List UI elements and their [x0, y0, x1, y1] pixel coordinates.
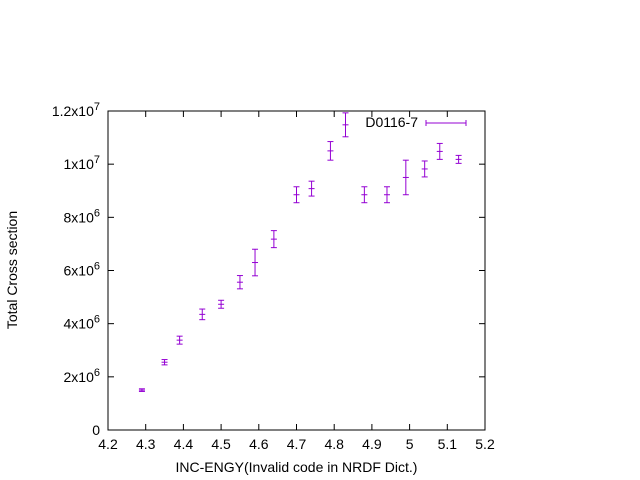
data-point: [176, 335, 183, 345]
data-point: [236, 275, 243, 290]
x-tick-labels: 4.2 4.3 4.4 4.5 4.6 4.7 4.8 4.9 5 5.1 5.2: [98, 436, 495, 452]
x-tick-label: 5: [406, 436, 414, 452]
data-point: [327, 141, 334, 161]
y-tick-label: 8x106: [64, 207, 100, 225]
y-tick-label: 0: [92, 422, 100, 438]
x-tick-label: 4.5: [211, 436, 231, 452]
data-point: [138, 388, 145, 392]
y-tick-label: 6x106: [64, 261, 100, 279]
data-points: [138, 112, 462, 392]
data-point: [199, 308, 206, 321]
data-point: [218, 299, 225, 309]
x-tick-label: 4.4: [174, 436, 194, 452]
y-axis-label: Total Cross section: [4, 211, 20, 329]
y-tick-label: 1x107: [64, 154, 100, 172]
axis-ticks: [107, 110, 486, 431]
legend: D0116-7: [365, 114, 467, 130]
data-point: [383, 186, 390, 204]
x-tick-label: 4.6: [249, 436, 269, 452]
data-point: [293, 186, 300, 204]
x-tick-label: 4.7: [287, 436, 307, 452]
data-point: [455, 154, 462, 164]
legend-label: D0116-7: [365, 114, 418, 130]
data-point: [342, 112, 349, 138]
x-tick-label: 4.3: [136, 436, 156, 452]
y-tick-label: 4x106: [64, 314, 100, 332]
x-tick-label: 4.2: [98, 436, 118, 452]
plot-frame: [107, 110, 486, 431]
x-tick-label: 5.2: [475, 436, 495, 452]
data-point: [361, 186, 368, 204]
data-point: [161, 359, 168, 366]
data-point: [252, 248, 259, 277]
y-tick-label: 1.2x107: [52, 101, 100, 119]
legend-sample: [425, 120, 467, 126]
data-point: [270, 230, 277, 249]
y-tick-label: 2x106: [64, 367, 100, 385]
data-point: [421, 160, 428, 178]
x-tick-label: 5.1: [438, 436, 458, 452]
data-point: [308, 180, 315, 197]
x-tick-label: 4.9: [362, 436, 382, 452]
data-point: [436, 142, 443, 160]
y-tick-labels: 0 2x106 4x106 6x106 8x106 1x107 1.2x107: [52, 101, 100, 438]
data-point: [402, 159, 409, 196]
x-axis-label: INC-ENGY(Invalid code in NRDF Dict.): [176, 459, 418, 475]
x-tick-label: 4.8: [324, 436, 344, 452]
